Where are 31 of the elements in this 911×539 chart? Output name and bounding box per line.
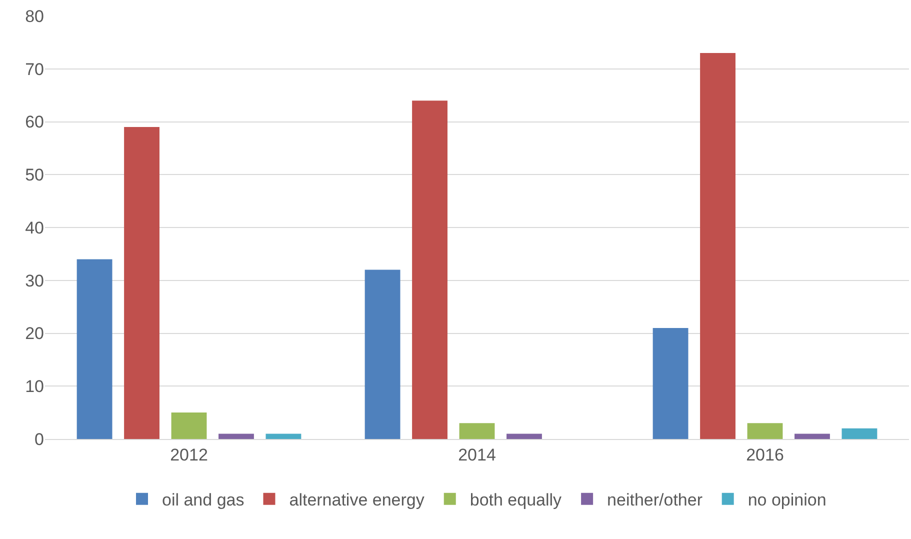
y-tick-label: 40	[25, 218, 44, 238]
bar	[842, 428, 878, 439]
bar	[171, 412, 207, 439]
bar	[652, 328, 688, 439]
legend-label: both equally	[470, 490, 562, 510]
bar	[506, 434, 542, 439]
bar	[412, 100, 448, 439]
bar	[700, 53, 736, 439]
bar	[459, 423, 495, 439]
bar	[266, 434, 302, 439]
bar	[747, 423, 783, 439]
legend-label: alternative energy	[289, 490, 425, 510]
bar	[124, 127, 160, 439]
bar	[364, 270, 400, 439]
y-tick-label: 0	[34, 430, 44, 449]
legend-label: no opinion	[748, 490, 826, 510]
bar	[218, 434, 254, 439]
y-tick-label: 30	[25, 271, 44, 290]
x-tick-label: 2014	[458, 445, 496, 464]
x-tick-label: 2016	[746, 445, 784, 464]
y-tick-label: 20	[25, 324, 44, 344]
y-tick-label: 80	[25, 6, 44, 26]
legend-label: oil and gas	[162, 490, 244, 510]
y-tick-label: 60	[25, 112, 44, 132]
x-tick-label: 2012	[170, 445, 208, 464]
bar	[76, 259, 112, 439]
y-tick-label: 50	[25, 166, 44, 185]
y-tick-label: 70	[25, 60, 44, 79]
y-tick-label: 10	[25, 377, 44, 396]
bar	[794, 434, 830, 439]
legend-label: neither/other	[607, 490, 703, 510]
